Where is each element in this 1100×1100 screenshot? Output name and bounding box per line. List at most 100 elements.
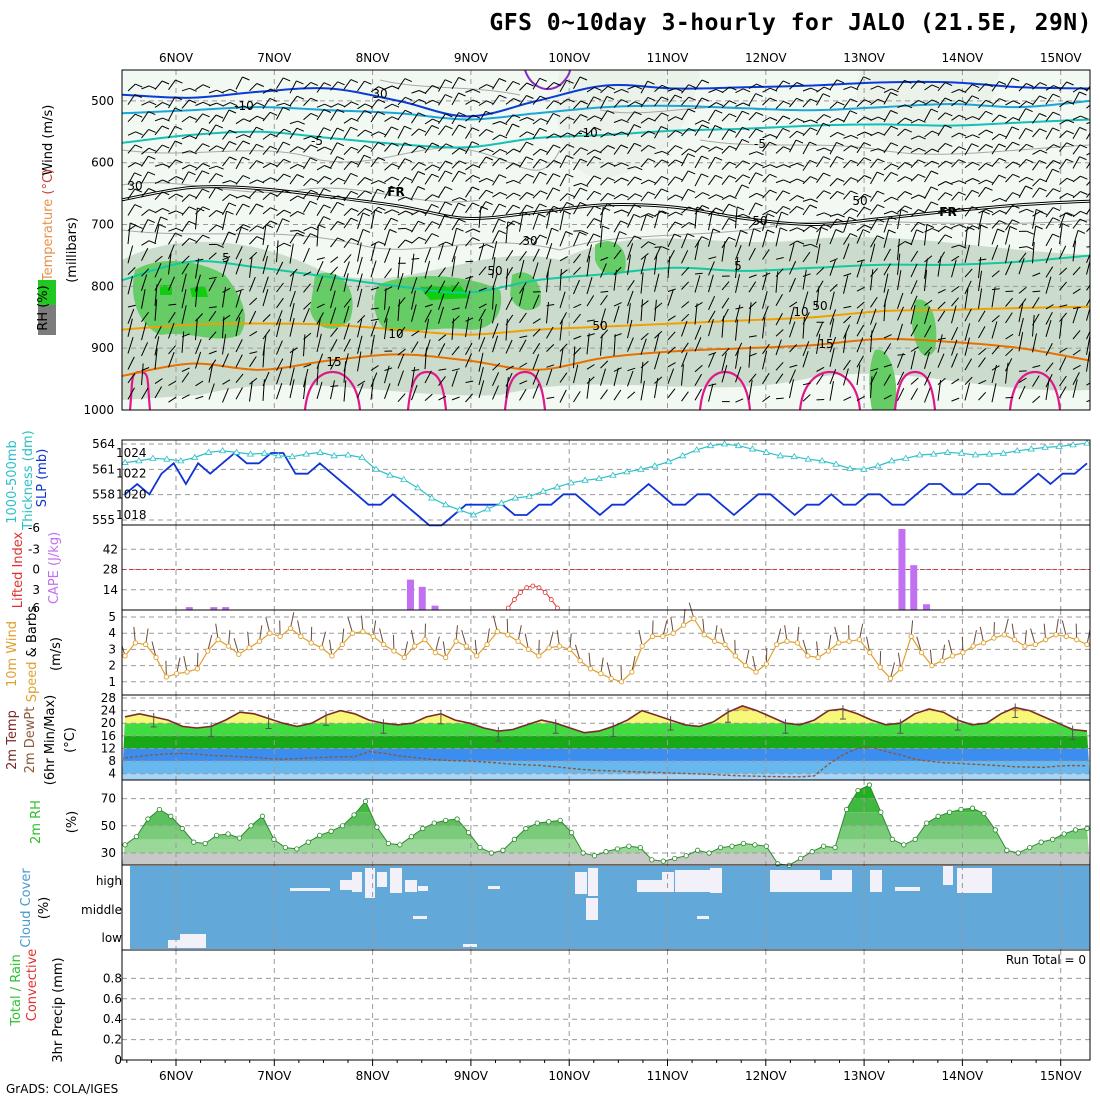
wind-barb [762, 189, 771, 199]
wind-barb [492, 78, 500, 90]
wind-barb [694, 207, 698, 229]
wind-barb [848, 216, 857, 221]
y-tick-label: -6 [28, 521, 40, 535]
wind-barb [492, 94, 500, 106]
wind-barb [600, 225, 603, 248]
wind-barb [971, 189, 980, 194]
wind-barb [780, 227, 788, 232]
wind-barb [667, 388, 676, 399]
wind-barb [276, 189, 285, 198]
wind-barb [297, 195, 305, 200]
wind-barb [627, 254, 631, 275]
wind-barb [241, 226, 249, 231]
wind-barb [451, 77, 460, 90]
wind-barb [154, 278, 162, 291]
wind-barb [1018, 246, 1027, 249]
wind-barb [924, 299, 933, 306]
wind-barb [985, 179, 994, 184]
wind-barb [258, 625, 263, 642]
temperature-bands [122, 705, 1090, 780]
wind-barb [586, 149, 595, 155]
wind-barb [1005, 77, 1013, 90]
wind-barb [856, 157, 865, 167]
wind-barb [391, 142, 399, 147]
thickness-marker [623, 468, 631, 475]
wind-barb [249, 179, 258, 185]
rh-marker [1084, 825, 1090, 832]
wind-barb [417, 171, 426, 175]
thickness-marker [274, 452, 283, 459]
wind-barb [424, 142, 433, 154]
wind-barb [951, 191, 959, 201]
wind-barb [424, 221, 433, 232]
wind-barb [310, 189, 318, 194]
wind-barb [579, 76, 588, 81]
wind-barb [1005, 226, 1011, 245]
wind-barb [674, 94, 683, 99]
wind-barb [256, 83, 264, 87]
y-tick-label: 1000 [83, 403, 114, 417]
wind-speed-marker [1001, 632, 1007, 638]
wind-barb [127, 308, 135, 324]
wind-barb [256, 236, 264, 241]
wind-barb [613, 305, 620, 323]
wind-barb [701, 124, 709, 129]
wind-speed-marker [494, 628, 501, 635]
wind-barb [829, 229, 837, 245]
wind-barb [775, 312, 783, 326]
wind-barb [526, 156, 534, 161]
wind-barb [370, 365, 379, 371]
wind-barb [748, 281, 757, 293]
wind-barb [910, 350, 916, 370]
wind-barb [775, 100, 784, 109]
wind-barb [836, 141, 844, 146]
wind-speed-marker [711, 638, 718, 644]
wind-barb [330, 307, 337, 324]
wind-barb [566, 79, 574, 84]
wind-barb [242, 175, 251, 180]
wind-barb [148, 155, 156, 160]
rh-marker [236, 835, 243, 841]
wind-barb [569, 633, 572, 650]
wind-barb [586, 156, 595, 167]
rh-marker [752, 842, 758, 848]
wind-barb [222, 353, 229, 368]
wind-barb [174, 232, 183, 237]
y-tick-label: 1018 [116, 508, 147, 522]
wind-barb [384, 126, 392, 138]
wind-barb [997, 228, 1005, 233]
wind-barb [357, 80, 365, 92]
wind-barb [715, 174, 723, 179]
wind-speed-marker [153, 654, 159, 661]
wind-barb [262, 145, 271, 156]
wind-barb [289, 348, 294, 369]
wind-barb [1066, 158, 1074, 163]
wind-barb [411, 112, 419, 124]
wind-barb [594, 126, 602, 131]
wind-barb [519, 156, 527, 168]
series-layer [122, 69, 1090, 868]
wind-barb [532, 213, 539, 230]
wind-barb [303, 135, 312, 140]
x-tick-label-top: 7NOV [257, 51, 292, 65]
wind-barb [532, 342, 541, 355]
wind-barb [1009, 226, 1018, 230]
wind-barb [374, 209, 383, 214]
wind-barb [810, 119, 818, 124]
wind-barb [411, 162, 420, 171]
wind-barb [681, 313, 690, 322]
wind-barb [357, 212, 364, 229]
wind-barb [1045, 379, 1050, 400]
wind-barb [303, 271, 312, 277]
wind-barb [222, 202, 230, 216]
wind-barb [297, 146, 305, 151]
wind-barb [513, 220, 521, 225]
wind-barb [552, 187, 561, 192]
wind-barb [397, 239, 406, 249]
wind-barb [438, 113, 446, 124]
wind-barb [181, 194, 190, 202]
wind-barb [985, 162, 993, 167]
wind-barb [330, 274, 337, 291]
wind-barb [681, 352, 688, 368]
wind-barb [816, 156, 824, 168]
